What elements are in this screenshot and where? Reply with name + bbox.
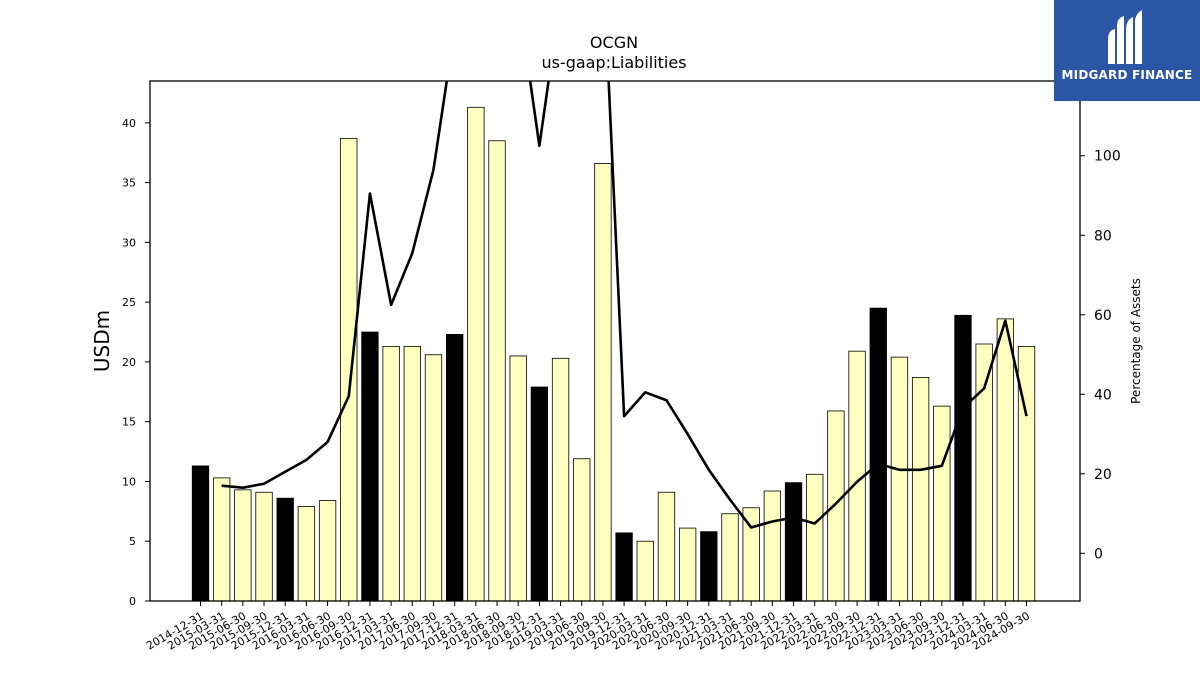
- y-tick-label: 5: [129, 535, 136, 548]
- y2-tick-label: 40: [1094, 387, 1112, 403]
- bar: [975, 343, 993, 602]
- bar-series: [191, 106, 1036, 602]
- bar: [403, 345, 421, 602]
- bar: [234, 489, 252, 602]
- bar: [700, 531, 718, 602]
- y-tick-label: 20: [122, 356, 136, 369]
- y2-tick-label: 0: [1094, 546, 1103, 562]
- y-tick-label: 30: [122, 236, 136, 249]
- bar: [594, 163, 612, 602]
- bar: [806, 473, 824, 602]
- bar: [721, 513, 739, 602]
- bar: [890, 356, 909, 602]
- bar: [636, 540, 654, 602]
- bar: [382, 345, 400, 602]
- bar: [424, 354, 443, 602]
- bar: [340, 137, 358, 602]
- y-tick-label: 40: [122, 117, 136, 130]
- y-tick-label: 15: [122, 416, 136, 429]
- y-tick-label: 0: [129, 595, 136, 608]
- bar: [784, 482, 803, 602]
- y2-tick-label: 20: [1094, 467, 1112, 483]
- bar: [551, 357, 570, 602]
- bar: [488, 140, 506, 602]
- y2-tick-label: 60: [1094, 308, 1112, 324]
- y-tick-label: 35: [122, 177, 136, 190]
- bar: [213, 477, 231, 602]
- bar: [657, 491, 676, 602]
- y-tick-label: 10: [122, 475, 136, 488]
- midgard-logo: MIDGARD FINANCE: [1054, 0, 1200, 101]
- bar: [276, 497, 294, 602]
- bar: [869, 307, 887, 602]
- bar: [827, 410, 845, 602]
- line-series: [221, 81, 1028, 529]
- bar: [361, 331, 379, 602]
- y-axis-label: USDm: [90, 310, 114, 372]
- bar: [615, 532, 633, 602]
- y2-tick-label: 100: [1094, 149, 1121, 165]
- bar: [467, 106, 485, 602]
- bar: [318, 500, 337, 602]
- logo-text: MIDGARD FINANCE: [1061, 68, 1193, 82]
- y2-tick-label: 80: [1094, 228, 1112, 244]
- chart-title: OCGN: [590, 33, 638, 52]
- bar: [446, 334, 464, 602]
- bar: [996, 318, 1014, 602]
- y2-axis-label: Percentage of Assets: [1129, 278, 1143, 404]
- bar: [763, 490, 782, 602]
- bar: [933, 405, 951, 602]
- bar: [573, 458, 591, 602]
- bar: [191, 465, 210, 602]
- bar: [954, 314, 972, 602]
- midgard-logo-icon: [1108, 10, 1142, 64]
- bar: [911, 377, 930, 602]
- bar: [509, 355, 527, 602]
- axes: 05101520253035400204060801002014-12-3120…: [122, 80, 1121, 653]
- bar: [530, 386, 549, 602]
- y-tick-label: 25: [122, 296, 136, 309]
- percentage-line: [221, 81, 1028, 529]
- chart-subtitle: us-gaap:Liabilities: [541, 53, 686, 72]
- plot-frame: [149, 80, 1081, 602]
- bar: [297, 506, 316, 602]
- bar: [255, 491, 273, 602]
- bar: [678, 527, 697, 602]
